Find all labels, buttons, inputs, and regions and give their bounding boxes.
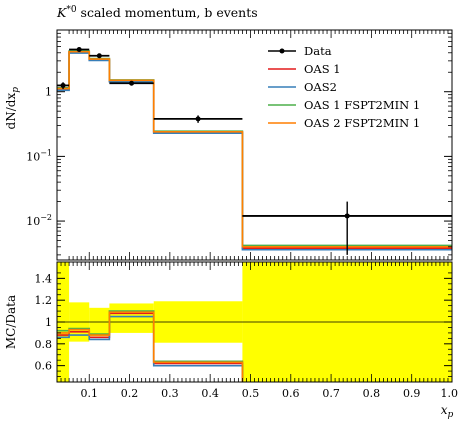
x-tick-label-1: 0.1 [80,387,98,400]
ratio-plot-panel: 0.6 0.8 1 1.2 1.4 0.1 0.2 0.3 0.4 0.5 0.6 0.7 0.8 0.9… [35,261,459,400]
x-tick-label-5: 0.5 [242,387,260,400]
x-tick-label-2: 0.2 [121,387,139,400]
title-base: K [56,5,67,20]
title-rest: scaled momentum, b events [77,5,258,20]
main-y-tick-label-3: 1 [45,86,52,99]
legend-label-3: OAS 1 FSPT2MIN 1 [304,98,420,112]
main-y-axis-label-main: dN/dx [4,93,18,130]
mc-series-line-4 [57,50,452,248]
ratio-y-tick-label-4: 1.2 [35,294,53,307]
x-tick-label-7: 0.7 [322,387,340,400]
title-superscript: *0 [66,5,77,15]
legend-data-marker [279,48,285,54]
data-marker [344,213,350,219]
legend-label-4: OAS 2 FSPT2MIN 1 [304,116,420,130]
x-tick-label-3: 0.3 [161,387,179,400]
main-plot-frame [56,29,453,261]
main-plot-area [57,46,452,255]
legend-entry-3: OAS 1 FSPT2MIN 1 [268,98,420,112]
legend-label-2: OAS2 [304,80,337,94]
x-axis-label-main: x [441,403,448,417]
main-y-tick-label-1: 10−2 [26,213,52,228]
data-marker [60,82,66,88]
data-point-3 [89,53,110,59]
main-y-axis-label: dN/dxp [4,87,21,130]
x-tick-label-10: 1.0 [441,387,459,400]
x-axis-label-sub: p [448,410,454,420]
data-point-2 [69,46,90,52]
legend-entry-data: Data [268,44,332,58]
x-tick-label-8: 0.8 [363,387,381,400]
legend-label-1: OAS 1 [304,62,341,76]
x-tick-label-4: 0.4 [201,387,219,400]
ratio-y-tick-label-5: 1.4 [35,272,53,285]
ratio-y-tick-label-1: 0.6 [35,360,53,373]
ratio-y-tick-label-2: 0.8 [35,338,53,351]
data-marker [76,46,82,52]
main-y-axis-label-sub: p [11,87,21,93]
chart-title: K*0 scaled momentum, b events [56,5,258,20]
ratio-y-tick-label-3: 1 [45,316,52,329]
data-marker [129,80,135,86]
x-axis-label: xp [441,403,454,420]
data-point-4 [109,80,154,86]
data-point-1 [57,82,70,90]
legend-entry-4: OAS 2 FSPT2MIN 1 [268,116,420,130]
legend-entry-2: OAS2 [268,80,337,94]
x-tick-label-6: 0.6 [282,387,300,400]
ratio-series-line-4 [57,311,244,382]
data-point-5 [153,115,243,123]
legend-entry-1: OAS 1 [268,62,341,76]
ratio-plot-area [57,262,452,382]
main-plot-panel: 10−2 10−1 1 Data OAS 1 OAS2 OAS 1 FSPT2MIN 1 OA… [26,29,453,261]
main-y-tick-label-2: 10−1 [26,148,52,163]
data-point-6 [242,201,452,255]
data-marker [195,116,201,122]
x-tick-label-9: 0.9 [403,387,421,400]
uncertainty-band-bin-4 [109,303,154,333]
legend: Data OAS 1 OAS2 OAS 1 FSPT2MIN 1 OAS 2 FSPT2… [268,44,420,130]
ratio-y-axis-label: MC/Data [4,295,18,349]
legend-label-data: Data [304,44,332,58]
data-marker [96,53,102,59]
